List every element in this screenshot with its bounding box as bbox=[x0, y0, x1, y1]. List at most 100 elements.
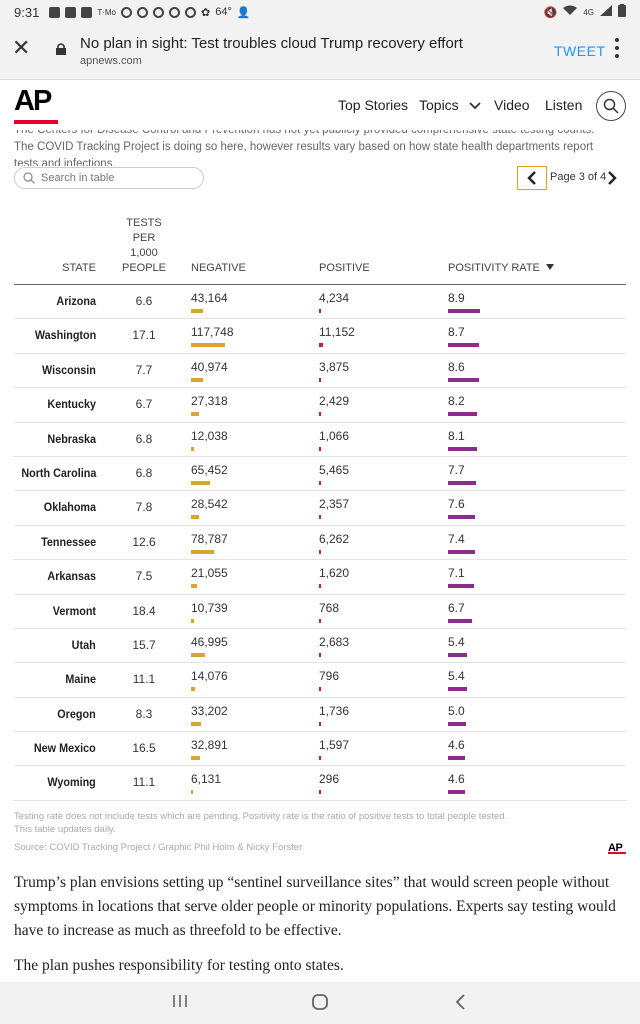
positive-value: 11,152 bbox=[319, 325, 355, 340]
positive-bar bbox=[319, 549, 321, 554]
positivity-rate-value: 7.7 bbox=[448, 462, 465, 477]
header-state[interactable]: STATE bbox=[62, 262, 96, 274]
table-row: Arkansas 7.5 21,055 1,620 7.1 bbox=[14, 560, 626, 595]
tests-per-1000-value: 11.1 bbox=[132, 775, 156, 790]
ap-mini-logo: AP bbox=[608, 838, 628, 858]
header-positivity-rate[interactable]: POSITIVITY RATE bbox=[448, 261, 554, 276]
search-button[interactable] bbox=[596, 91, 626, 121]
negative-bar bbox=[191, 343, 225, 348]
nav-listen[interactable]: Listen bbox=[545, 97, 583, 113]
state-name: Wyoming bbox=[47, 775, 96, 790]
table-row: Maine 11.1 14,076 796 5.4 bbox=[14, 663, 626, 698]
chrome-icon bbox=[168, 6, 180, 18]
positive-value: 3,875 bbox=[319, 359, 350, 374]
ap-logo[interactable]: AP bbox=[14, 84, 58, 128]
tests-per-1000-value: 7.5 bbox=[135, 569, 153, 584]
temperature: 64° bbox=[215, 6, 232, 18]
positivity-rate-value: 8.7 bbox=[448, 325, 465, 340]
chrome-icon bbox=[120, 6, 132, 18]
positive-value: 1,597 bbox=[319, 738, 350, 753]
tests-per-1000-value: 6.8 bbox=[135, 431, 153, 446]
browser-toolbar: ✕ No plan in sight: Test troubles cloud … bbox=[0, 24, 640, 80]
positive-bar bbox=[319, 721, 321, 726]
tmobile-icon: T·Mo bbox=[97, 7, 116, 17]
positivity-rate-bar bbox=[448, 549, 475, 554]
negative-value: 10,739 bbox=[191, 600, 228, 615]
chevron-down-icon bbox=[468, 102, 481, 110]
positive-value: 1,736 bbox=[319, 703, 350, 718]
close-icon[interactable]: ✕ bbox=[12, 35, 31, 60]
state-name: Nebraska bbox=[47, 431, 96, 446]
positive-value: 296 bbox=[319, 772, 340, 787]
positivity-rate-bar bbox=[448, 343, 480, 348]
more-options-icon[interactable] bbox=[614, 38, 620, 58]
state-name: New Mexico bbox=[34, 741, 96, 756]
negative-value: 28,542 bbox=[191, 497, 228, 512]
page-domain: apnews.com bbox=[80, 55, 142, 67]
negative-bar bbox=[191, 618, 195, 623]
battery-icon bbox=[618, 4, 626, 20]
youtube-icon bbox=[65, 6, 77, 18]
header-negative[interactable]: NEGATIVE bbox=[191, 262, 246, 274]
tests-per-1000-value: 18.4 bbox=[132, 603, 156, 618]
header-tests-per-1000[interactable]: TESTS PER 1,000 PEOPLE bbox=[121, 217, 167, 274]
chevron-right-icon bbox=[608, 171, 617, 185]
sort-desc-icon bbox=[545, 264, 554, 270]
negative-value: 65,452 bbox=[191, 462, 228, 477]
table-row: Vermont 18.4 10,739 768 6.7 bbox=[14, 595, 626, 629]
positivity-rate-value: 5.0 bbox=[448, 703, 465, 718]
nav-topics[interactable]: Topics bbox=[419, 97, 481, 113]
negative-value: 27,318 bbox=[191, 394, 228, 409]
positive-value: 796 bbox=[319, 669, 340, 684]
negative-bar bbox=[191, 721, 201, 726]
table-search[interactable] bbox=[14, 167, 204, 189]
prev-page-button[interactable] bbox=[517, 166, 547, 190]
tests-per-1000-value: 12.6 bbox=[132, 534, 156, 549]
positivity-rate-bar bbox=[448, 721, 466, 726]
home-icon[interactable] bbox=[311, 993, 331, 1013]
positive-bar bbox=[319, 377, 321, 382]
nav-top-stories[interactable]: Top Stories bbox=[338, 97, 409, 113]
positive-bar bbox=[319, 756, 321, 761]
negative-value: 32,891 bbox=[191, 738, 228, 753]
table-search-input[interactable] bbox=[41, 172, 191, 184]
recent-apps-icon[interactable] bbox=[172, 993, 192, 1013]
table-row: Oregon 8.3 33,202 1,736 5.0 bbox=[14, 698, 626, 733]
table-row: New Mexico 16.5 32,891 1,597 4.6 bbox=[14, 732, 626, 767]
page-indicator: Page 3 of 4 bbox=[550, 171, 607, 183]
table-row: North Carolina 6.8 65,452 5,465 7.7 bbox=[14, 457, 626, 492]
negative-bar bbox=[191, 480, 210, 485]
back-icon[interactable] bbox=[454, 993, 474, 1013]
positivity-rate-bar bbox=[448, 309, 480, 313]
negative-bar bbox=[191, 687, 196, 692]
negative-bar bbox=[191, 790, 193, 795]
nav-video[interactable]: Video bbox=[494, 97, 530, 113]
facebook-icon bbox=[49, 6, 61, 18]
positivity-rate-value: 4.6 bbox=[448, 738, 465, 753]
positive-value: 1,066 bbox=[319, 428, 350, 443]
notification-icons: T·Mo ✿ 64° 👤 bbox=[49, 6, 251, 19]
next-page-button[interactable] bbox=[604, 168, 620, 188]
negative-value: 14,076 bbox=[191, 669, 228, 684]
table-row: Arizona 6.6 43,164 4,234 8.9 bbox=[14, 285, 626, 320]
page-title: No plan in sight: Test troubles cloud Tr… bbox=[80, 35, 463, 52]
table-row: Utah 15.7 46,995 2,683 5.4 bbox=[14, 629, 626, 664]
tests-per-1000-value: 7.8 bbox=[135, 500, 153, 515]
tests-per-1000-value: 8.3 bbox=[135, 706, 153, 721]
signal-icon bbox=[600, 5, 612, 19]
state-name: Arizona bbox=[56, 294, 96, 308]
table-row: Kentucky 6.7 27,318 2,429 8.2 bbox=[14, 388, 626, 423]
positive-bar bbox=[319, 515, 321, 520]
table-row: Wisconsin 7.7 40,974 3,875 8.6 bbox=[14, 354, 626, 389]
negative-value: 12,038 bbox=[191, 428, 228, 443]
lock-icon bbox=[56, 43, 66, 55]
positive-bar bbox=[319, 652, 321, 657]
negative-value: 33,202 bbox=[191, 703, 228, 718]
positive-value: 5,465 bbox=[319, 462, 350, 477]
tweet-button[interactable]: TWEET bbox=[554, 43, 606, 59]
negative-bar bbox=[191, 584, 198, 589]
header-positive[interactable]: POSITIVE bbox=[319, 262, 370, 274]
system-icons: 🔇 4G bbox=[544, 4, 626, 20]
positivity-rate-bar bbox=[448, 515, 476, 520]
negative-value: 40,974 bbox=[191, 359, 228, 374]
